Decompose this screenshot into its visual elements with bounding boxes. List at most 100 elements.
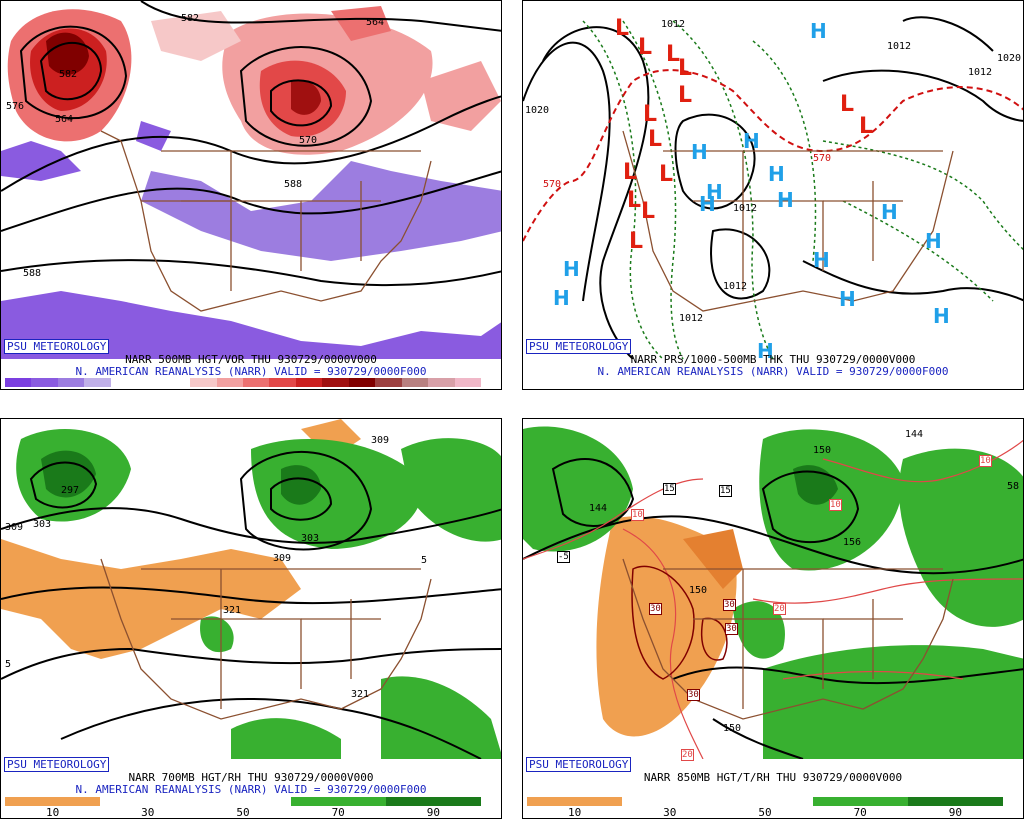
contour-label: 30 — [687, 689, 700, 701]
low-pressure-marker: L — [638, 35, 652, 60]
colorbar-segment — [428, 378, 455, 387]
contour-label: 1012 — [679, 313, 704, 324]
psu-meteorology-badge: PSU METEOROLOGY — [526, 757, 632, 772]
high-humidity-area — [523, 426, 633, 552]
contour-label: 1012 — [968, 67, 993, 78]
colorbar-segment — [5, 378, 32, 387]
panel-850mb-temp-humidity: 150 144 144 150 156 150 10 10 10 15 15 -… — [522, 418, 1024, 819]
colorbar-label: 4 — [55, 388, 62, 390]
high-humidity-area — [200, 616, 234, 653]
high-pressure-marker: H — [810, 19, 827, 43]
contour-label: 303 — [301, 533, 320, 544]
contour-label: 1012 — [733, 203, 758, 214]
high-pressure-marker: H — [768, 162, 785, 186]
psu-meteorology-badge: PSU METEOROLOGY — [4, 757, 110, 772]
negative-vorticity-area — [141, 161, 501, 261]
low-pressure-marker: L — [659, 162, 673, 187]
high-pressure-marker: H — [553, 286, 570, 310]
contour-label: 10 — [631, 509, 644, 521]
low-pressure-marker: L — [627, 188, 641, 213]
colorbar-label: 30 — [395, 388, 408, 390]
caption-valid: N. AMERICAN REANALYSIS (NARR) VALID = 93… — [597, 365, 949, 378]
high-humidity-area — [733, 601, 785, 659]
high-humidity-area — [401, 438, 501, 542]
contour-label: 5 — [5, 659, 12, 670]
colorbar-segment — [137, 378, 164, 387]
isobars — [523, 16, 1023, 359]
low-pressure-markers: L L L L L L L L L L L L L L — [615, 16, 873, 254]
caption-product: NARR 850MB HGT/T/RH THU 930729/0000V000 — [643, 771, 903, 784]
high-pressure-marker: H — [563, 257, 580, 281]
positive-vorticity-area — [421, 61, 501, 131]
colorbar-segment — [100, 797, 196, 806]
low-pressure-marker: L — [615, 16, 629, 41]
contour-label: 20 — [773, 603, 786, 615]
contour-label: 564 — [55, 114, 74, 125]
colorbar-label: 10 — [567, 806, 582, 819]
high-humidity-area — [281, 465, 321, 505]
contour-label: 144 — [905, 429, 924, 440]
contour-label: 564 — [366, 17, 385, 28]
humidity-850-colorbar-labels: 10 30 50 70 90 — [527, 807, 1003, 819]
low-pressure-marker: L — [678, 83, 692, 108]
contour-label: 576 — [6, 101, 25, 112]
low-humidity-area — [683, 529, 743, 589]
low-pressure-marker: L — [643, 102, 657, 127]
positive-vorticity-area — [331, 6, 391, 41]
colorbar-segment — [110, 378, 138, 387]
colorbar-segment — [295, 378, 323, 387]
colorbar-segment — [717, 797, 813, 806]
colorbar-label: 34 — [448, 388, 461, 390]
contour-label: 582 — [181, 13, 200, 24]
humidity-850-map — [523, 426, 1023, 759]
thickness-570 — [523, 69, 1023, 242]
caption-valid: N. AMERICAN REANALYSIS (NARR) VALID = 93… — [75, 783, 427, 796]
high-pressure-marker: H — [706, 180, 723, 204]
colorbar-label: 32 — [421, 388, 434, 390]
pressure-map: H H H H H H H H H H H H H H H L L L L L … — [523, 16, 1023, 359]
colorbar-label: 2 — [28, 388, 35, 390]
contour-label: 15 — [719, 485, 732, 497]
low-pressure-marker: L — [840, 92, 854, 117]
colorbar-label: 70 — [853, 806, 867, 819]
low-pressure-marker: L — [648, 127, 662, 152]
colorbar-label: 20 — [263, 388, 276, 390]
colorbar-label: 30 — [663, 806, 677, 819]
thickness-contours — [582, 20, 1023, 359]
high-pressure-marker: H — [813, 248, 830, 272]
caption-product: NARR 700MB HGT/RH THU 930729/0000V000 — [128, 771, 374, 784]
caption-valid: N. AMERICAN REANALYSIS (NARR) VALID = 93… — [75, 365, 427, 378]
high-humidity-area — [381, 676, 501, 759]
contour-label: -5 — [557, 551, 570, 563]
colorbar-label: 26 — [342, 388, 355, 390]
contour-label: 309 — [5, 522, 24, 533]
low-humidity-area — [1, 539, 301, 659]
high-pressure-marker: H — [743, 129, 760, 153]
positive-vorticity-area — [291, 79, 321, 115]
colorbar-label: 14 — [183, 388, 196, 390]
contour-label: 588 — [284, 179, 303, 190]
contour-label: 570 — [299, 135, 318, 146]
contour-label: 570 — [813, 153, 832, 164]
colorbar-segment — [163, 378, 191, 387]
colorbar-segment — [622, 797, 718, 806]
humidity-700-map — [1, 419, 501, 759]
high-humidity-area — [231, 718, 341, 759]
contour-label: 30 — [649, 603, 662, 615]
high-pressure-marker: H — [757, 339, 774, 359]
humidity-700-colorbar-labels: 10 30 50 70 90 — [5, 807, 481, 819]
height-contours — [1, 451, 501, 759]
temperature-30-contour — [631, 565, 728, 680]
colorbar-label: 12 — [157, 388, 170, 390]
contour-label: 10 — [829, 499, 842, 511]
colorbar-segment — [348, 378, 376, 387]
contour-label: 582 — [59, 69, 78, 80]
contour-label: 321 — [351, 689, 370, 700]
humidity-850-colorbar — [527, 797, 1003, 806]
psu-meteorology-badge: PSU METEOROLOGY — [526, 339, 632, 354]
colorbar-label: 8 — [107, 388, 114, 390]
political-boundaries — [100, 558, 432, 720]
contour-label: 150 — [723, 723, 742, 734]
colorbar-segment — [907, 797, 1003, 806]
colorbar-segment — [375, 378, 402, 387]
